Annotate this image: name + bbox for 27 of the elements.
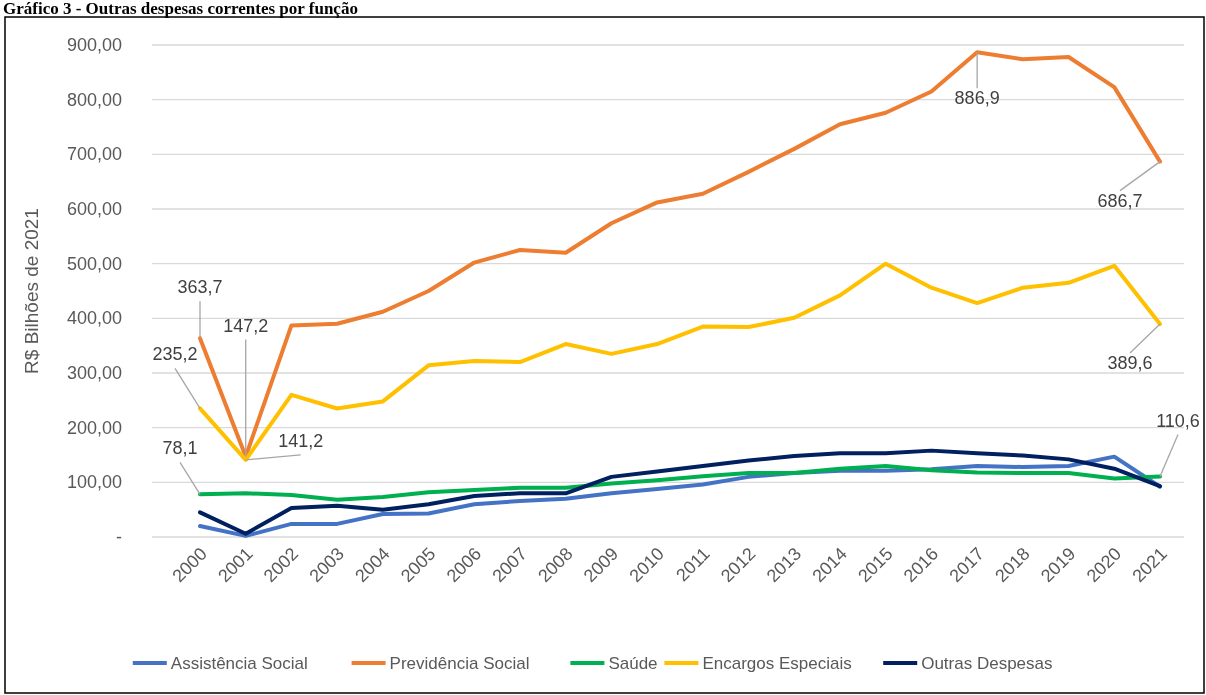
data-label: 686,7 — [1097, 190, 1143, 211]
y-tick-label: 900,00 — [66, 35, 122, 55]
data-label: 886,9 — [954, 88, 1000, 109]
data-label: 147,2 — [223, 315, 269, 336]
data-label: 78,1 — [162, 438, 198, 459]
line-series — [198, 463, 1162, 502]
y-tick-label: 100,00 — [66, 472, 122, 493]
data-label: 235,2 — [152, 344, 198, 365]
y-tick-label: 400,00 — [66, 308, 122, 329]
data-label: 363,7 — [177, 277, 223, 298]
y-axis-title: R$ Bilhões de 2021 — [21, 208, 42, 374]
y-tick-label: 700,00 — [66, 144, 122, 165]
chart-title: Gráfico 3 - Outras despesas correntes por função — [3, 0, 358, 18]
legend-label: Assistência Social — [170, 654, 308, 673]
legend-label: Previdência Social — [389, 654, 530, 673]
y-tick-label: 200,00 — [66, 417, 122, 438]
data-label: 110,6 — [1156, 410, 1200, 431]
y-tick-label: 600,00 — [66, 199, 122, 219]
y-tick-label: - — [116, 527, 122, 547]
legend-label: Encargos Especiais — [702, 654, 852, 673]
y-tick-label: 800,00 — [66, 89, 122, 110]
data-label: 141,2 — [278, 430, 324, 451]
data-label: 389,6 — [1107, 353, 1153, 374]
y-tick-label: 300,00 — [66, 363, 122, 383]
y-tick-label: 500,00 — [66, 253, 122, 274]
legend-label: Outras Despesas — [921, 654, 1053, 673]
legend-label: Saúde — [608, 654, 658, 673]
